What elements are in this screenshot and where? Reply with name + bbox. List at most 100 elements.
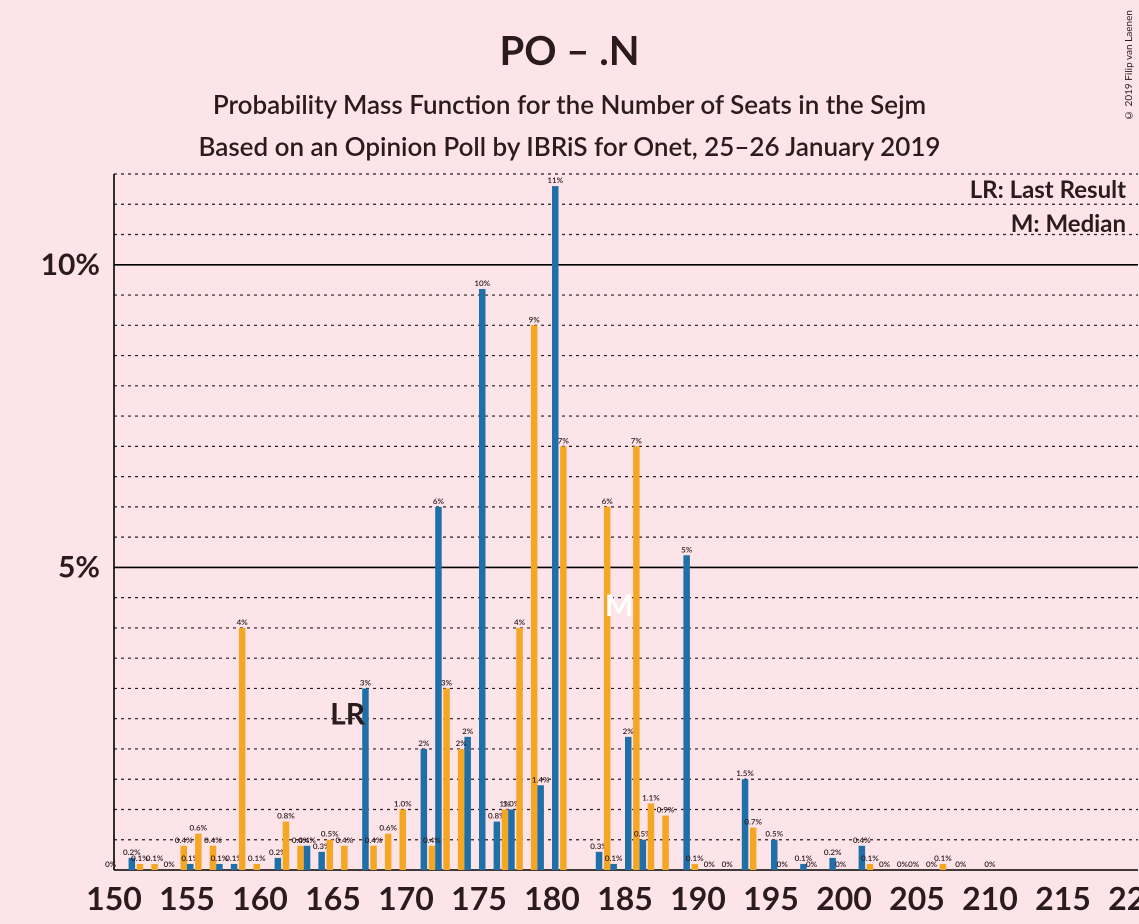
bar-label: 3% xyxy=(441,677,453,687)
bar-label: 0.7% xyxy=(744,817,762,827)
bar-label: 0.4% xyxy=(175,835,193,845)
bar-label: 5% xyxy=(681,544,693,554)
bar-orange xyxy=(297,846,304,870)
bar-orange xyxy=(502,809,509,870)
bar-orange xyxy=(283,822,290,870)
bar-orange xyxy=(137,864,144,870)
legend-m: M: Median xyxy=(1011,209,1126,238)
bar-label: 10% xyxy=(474,278,490,288)
bar-label: 3% xyxy=(360,677,372,687)
bar-label: 0% xyxy=(835,859,847,869)
bar-blue xyxy=(640,840,647,870)
bar-label: 0.1% xyxy=(248,853,266,863)
bar-orange xyxy=(867,864,874,870)
bar-orange xyxy=(531,325,538,870)
bar-blue xyxy=(683,555,690,870)
bar-label: 0.9% xyxy=(657,805,675,815)
bar-orange xyxy=(560,446,567,870)
bar-label: 0.1% xyxy=(146,853,164,863)
bar-blue xyxy=(216,864,223,870)
bar-blue xyxy=(421,749,428,870)
chart-subtitle-2: Based on an Opinion Poll by IBRiS for On… xyxy=(0,120,1139,162)
x-tick-label: 200 xyxy=(816,878,872,917)
bar-label: 0% xyxy=(897,859,909,869)
chart-subtitle-1: Probability Mass Function for the Number… xyxy=(0,74,1139,120)
bar-label: 1.1% xyxy=(642,792,660,802)
bar-label: 6% xyxy=(433,496,445,506)
bar-blue xyxy=(318,852,325,870)
bar-label: 0% xyxy=(955,859,967,869)
bar-orange xyxy=(604,507,611,870)
bar-orange xyxy=(327,840,334,870)
x-tick-label: 215 xyxy=(1035,878,1091,917)
bar-orange xyxy=(633,446,640,870)
x-tick-label: 220 xyxy=(1108,878,1139,917)
bar-blue xyxy=(610,864,617,870)
bar-label: 0% xyxy=(879,859,891,869)
bar-label: 0.8% xyxy=(277,811,295,821)
bar-label: 1.4% xyxy=(532,774,550,784)
bar-label: 0.5% xyxy=(765,829,783,839)
x-tick-label: 155 xyxy=(159,878,215,917)
bar-orange xyxy=(692,864,699,870)
bar-orange xyxy=(385,834,392,870)
bar-label: 0.1% xyxy=(605,853,623,863)
bar-label: 7% xyxy=(631,435,643,445)
bar-label: 9% xyxy=(529,314,541,324)
x-tick-label: 175 xyxy=(451,878,507,917)
bar-label: 0% xyxy=(105,859,117,869)
bar-label: 0.1% xyxy=(861,853,879,863)
bar-orange xyxy=(662,816,669,870)
bar-blue xyxy=(187,864,194,870)
bar-label: 0.4% xyxy=(365,835,383,845)
bar-label: 0.1% xyxy=(934,853,952,863)
bar-orange xyxy=(370,846,377,870)
bar-orange xyxy=(254,864,261,870)
bar-blue xyxy=(552,186,559,870)
bar-blue xyxy=(596,852,603,870)
bar-orange xyxy=(151,864,158,870)
bar-label: 0% xyxy=(908,859,920,869)
chart-area: 5%10%15015516016517017518018519019520020… xyxy=(0,160,1139,924)
bar-label: 4% xyxy=(237,617,249,627)
bar-orange xyxy=(341,846,348,870)
bar-blue xyxy=(494,822,501,870)
x-tick-label: 170 xyxy=(378,878,434,917)
bar-label: 4% xyxy=(514,617,526,627)
bar-label: 0.6% xyxy=(190,823,208,833)
bar-orange xyxy=(940,864,947,870)
x-tick-label: 210 xyxy=(962,878,1018,917)
bar-orange xyxy=(458,749,465,870)
bar-label: 1.5% xyxy=(736,768,754,778)
marker-last-result: LR xyxy=(330,696,366,732)
bar-label: 0.4% xyxy=(423,835,441,845)
bar-blue xyxy=(304,846,311,870)
bar-orange xyxy=(516,628,523,870)
chart-title: PO – .N xyxy=(0,0,1139,74)
bar-label: 0% xyxy=(777,859,789,869)
x-tick-label: 190 xyxy=(670,878,726,917)
bar-blue xyxy=(508,809,515,870)
bar-blue xyxy=(537,785,544,870)
bar-blue xyxy=(435,507,442,870)
bar-blue xyxy=(464,737,471,870)
bar-label: 0% xyxy=(704,859,716,869)
x-tick-label: 165 xyxy=(305,878,361,917)
marker-median: M xyxy=(605,587,633,623)
bar-orange xyxy=(239,628,246,870)
bar-label: 7% xyxy=(558,435,570,445)
bar-blue xyxy=(231,864,238,870)
bar-label: 6% xyxy=(602,496,614,506)
bar-label: 0% xyxy=(722,859,734,869)
bar-orange xyxy=(648,803,655,870)
bar-orange xyxy=(750,828,757,870)
chart-svg: 5%10%15015516016517017518018519019520020… xyxy=(0,160,1139,924)
bar-label: 0.1% xyxy=(686,853,704,863)
y-tick-label: 5% xyxy=(58,548,100,584)
bar-label: 2% xyxy=(418,738,430,748)
bar-label: 0.4% xyxy=(336,835,354,845)
bar-label: 0% xyxy=(806,859,818,869)
bar-label: 2% xyxy=(456,738,468,748)
bar-label: 0.4% xyxy=(853,835,871,845)
bar-blue xyxy=(275,858,282,870)
